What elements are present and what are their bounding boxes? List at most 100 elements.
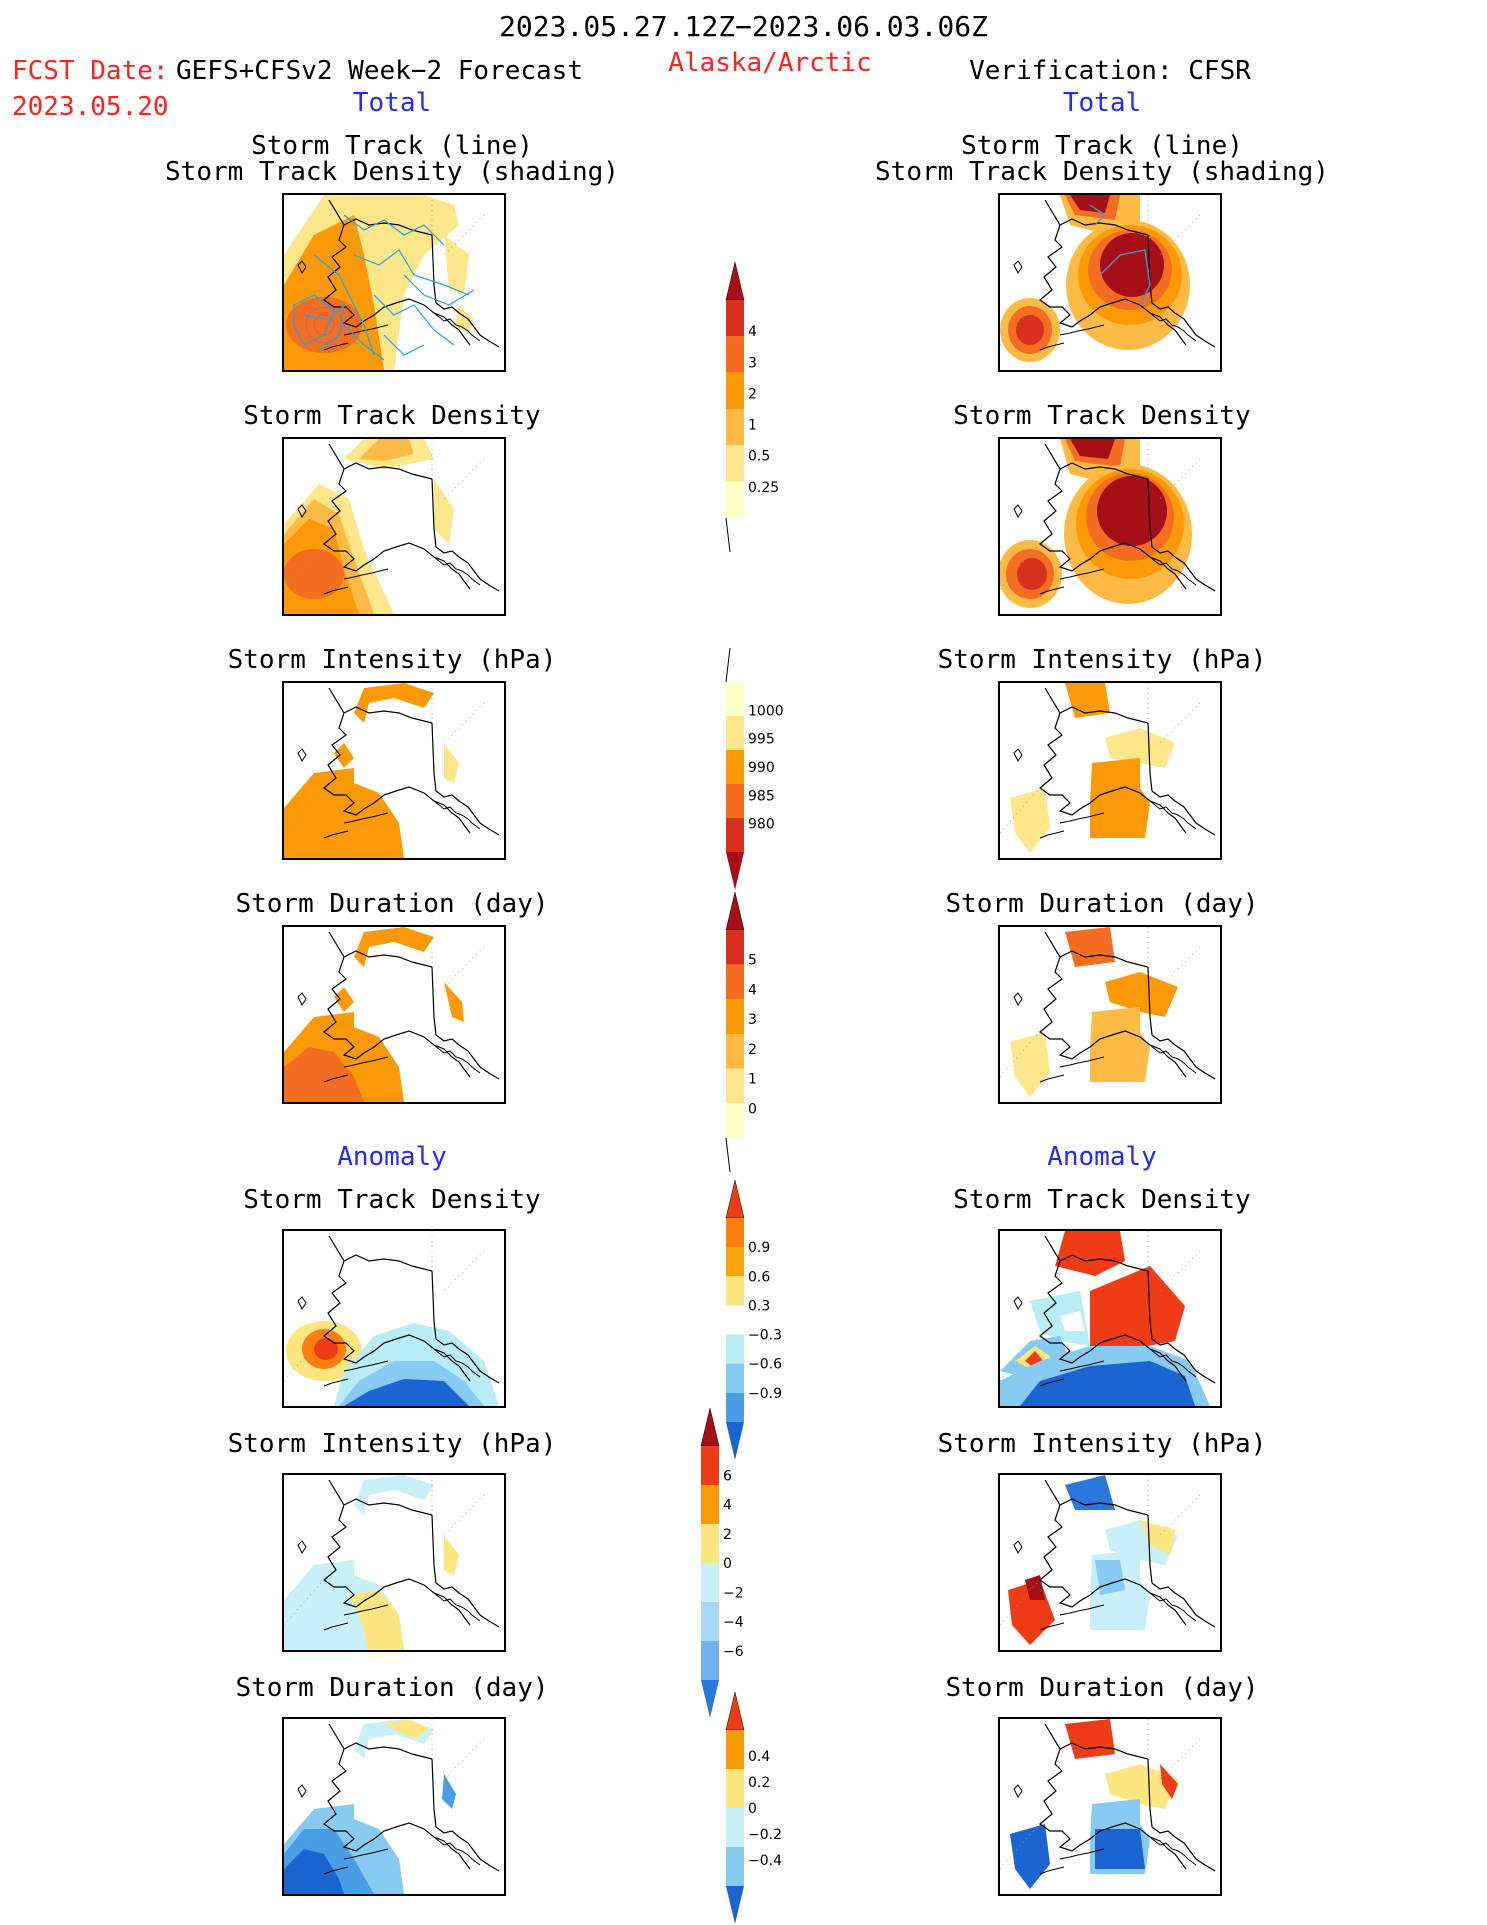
colorbar-tick-label: 0 (748, 1801, 757, 1817)
colorbar-swatch (726, 1363, 744, 1393)
density-colorbar: 4 3 2 1 0.5 0.25 (725, 262, 779, 552)
right-track-panel (998, 193, 1222, 372)
fcst-date-label: FCST Date: (12, 56, 169, 86)
colorbar-swatch (701, 1446, 719, 1485)
colorbar-arrow-bottom (726, 852, 744, 890)
colorbar-swatch (726, 930, 744, 965)
colorbar-tick-label: 4 (723, 1498, 732, 1514)
colorbar-tick-label: 1000 (748, 703, 784, 719)
colorbar-tick-label: 1 (748, 418, 757, 434)
right-density-panel (998, 437, 1222, 616)
colorbar-tick-label: 0 (748, 1101, 757, 1117)
colorbar-tick-label: −2 (723, 1585, 744, 1601)
colorbar-arrow-top (700, 1408, 720, 1447)
colorbar-tail (725, 517, 731, 552)
left-duration-title: Storm Duration (day) (235, 889, 549, 919)
colorbar-swatch (726, 481, 744, 518)
colorbar-swatch (701, 1485, 719, 1524)
colorbar-tick-label: 0.4 (748, 1749, 770, 1765)
colorbar-tick-label: −0.2 (748, 1827, 782, 1843)
colorbar-swatch (726, 682, 744, 716)
colorbar-swatch (726, 1034, 744, 1069)
colorbar-tail (725, 1137, 731, 1172)
colorbar-tick-label: 0 (723, 1556, 732, 1572)
colorbar-swatch (701, 1602, 719, 1641)
colorbar-swatch (726, 818, 744, 852)
right-intensity-panel (998, 681, 1222, 860)
colorbar-arrow-top (725, 892, 745, 931)
colorbar-tick-label: 2 (748, 1042, 757, 1058)
colorbar-tick-label: −0.3 (748, 1328, 782, 1344)
right-anom-duration-title: Storm Duration (day) (945, 1673, 1259, 1703)
colorbar-arrow-top (725, 262, 745, 301)
colorbar-swatch (726, 1103, 744, 1138)
colorbar-swatch (726, 1730, 744, 1769)
colorbar-swatch (726, 999, 744, 1034)
colorbar-tick-label: 0.2 (748, 1775, 770, 1791)
colorbar-swatch (726, 784, 744, 818)
region-label: Alaska/Arctic (668, 48, 872, 78)
colorbar-swatch (726, 300, 744, 337)
colorbar-tick-label: 2 (748, 386, 757, 402)
intensity-colorbar: 1000 995 990 985 980 (725, 648, 784, 890)
fcst-model: GEFS+CFSv2 Week−2 Forecast (176, 56, 583, 86)
anom-density-colorbar: 0.9 0.6 0.3 −0.3 −0.6 −0.9 (725, 1180, 782, 1460)
colorbar-arrow-bottom (726, 1422, 744, 1460)
colorbar-swatch (726, 1847, 744, 1886)
colorbar-tick-label: 0.25 (748, 480, 779, 496)
colorbar-swatch (726, 1334, 744, 1364)
colorbar-tick-label: −0.6 (748, 1357, 782, 1373)
left-anom-duration-title: Storm Duration (day) (235, 1673, 549, 1703)
right-anom-density-title: Storm Track Density (953, 1185, 1251, 1215)
left-anom-duration-panel (282, 1717, 506, 1896)
right-duration-title: Storm Duration (day) (945, 889, 1259, 919)
left-intensity-panel (282, 681, 506, 860)
colorbar-swatch (726, 445, 744, 482)
colorbar-tick-label: 4 (748, 324, 757, 340)
colorbar-tick-label: −0.4 (748, 1853, 782, 1869)
colorbar-arrow-top (725, 1180, 745, 1219)
colorbar-tick-label: −4 (723, 1615, 744, 1631)
colorbar-tick-label: 5 (748, 953, 757, 969)
colorbar-swatch (726, 372, 744, 409)
colorbar-tick-label: 2 (723, 1527, 732, 1543)
anom-duration-colorbar: 0.4 0.2 0 −0.2 −0.4 (725, 1692, 782, 1924)
left-density-title: Storm Track Density (243, 401, 541, 431)
left-anom-density-title: Storm Track Density (243, 1185, 541, 1215)
colorbar-tick-label: 3 (748, 1012, 757, 1028)
right-anomaly-label: Anomaly (1047, 1142, 1157, 1172)
right-anom-duration-panel (998, 1717, 1222, 1896)
colorbar-tail (725, 648, 731, 683)
colorbar-tick-label: 990 (748, 760, 775, 776)
left-anom-intensity-title: Storm Intensity (hPa) (227, 1429, 557, 1459)
left-density-panel (282, 437, 506, 616)
colorbar-tick-label: 995 (748, 732, 775, 748)
left-total-label: Total (352, 88, 432, 118)
fcst-date: 2023.05.20 (12, 92, 169, 122)
colorbar-swatch (726, 1305, 744, 1335)
colorbar-swatch (726, 1392, 744, 1422)
verification-label: Verification: CFSR (969, 56, 1251, 86)
right-duration-panel (998, 925, 1222, 1104)
colorbar-swatch (701, 1563, 719, 1602)
anom-intensity-colorbar: 6 4 2 0 −2 −4 −6 (700, 1408, 744, 1718)
colorbar-tick-label: 980 (748, 817, 775, 833)
colorbar-tick-label: 985 (748, 788, 775, 804)
colorbar-arrow-bottom (701, 1680, 719, 1718)
colorbar-arrow-bottom (726, 1886, 744, 1924)
colorbar-tick-label: 4 (748, 982, 757, 998)
right-anom-intensity-title: Storm Intensity (hPa) (937, 1429, 1267, 1459)
colorbar-tick-label: −0.9 (748, 1386, 782, 1402)
colorbar-tick-label: 3 (748, 355, 757, 371)
left-anom-density-panel (282, 1229, 506, 1408)
colorbar-swatch (726, 716, 744, 750)
colorbar-tick-label: 0.3 (748, 1298, 770, 1314)
colorbar-swatch (701, 1524, 719, 1563)
colorbar-swatch (701, 1641, 719, 1680)
colorbar-swatch (726, 1808, 744, 1847)
colorbar-tick-label: 6 (723, 1468, 732, 1484)
left-track-panel (282, 193, 506, 372)
left-track-line-title: Storm Track (line) (251, 131, 533, 161)
left-intensity-title: Storm Intensity (hPa) (227, 645, 557, 675)
duration-colorbar: 5 4 3 2 1 0 (725, 892, 757, 1172)
